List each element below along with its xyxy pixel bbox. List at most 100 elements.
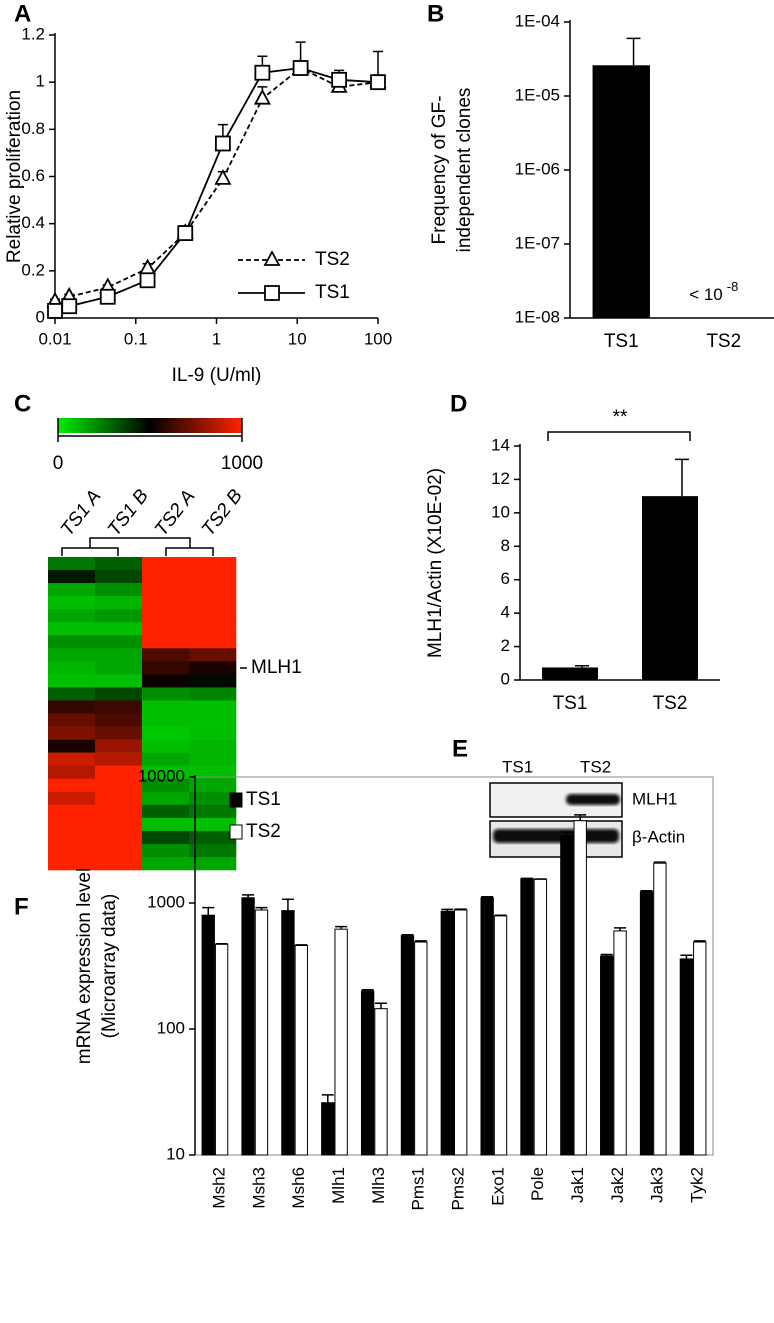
y-tick-label: 12 xyxy=(491,469,510,488)
heatmap-cell xyxy=(189,635,237,649)
y-axis-label: mRNA expression level xyxy=(74,868,95,1064)
marker xyxy=(370,74,386,91)
heatmap-cell xyxy=(189,583,237,597)
x-tick-label: Tyk2 xyxy=(688,1167,707,1203)
heatmap-cell xyxy=(95,674,143,688)
heatmap-cell xyxy=(48,674,96,688)
heatmap-cell xyxy=(48,791,96,806)
y-tick-label: 8 xyxy=(501,536,510,555)
legend-swatch xyxy=(229,824,243,840)
heatmap-cell xyxy=(95,843,143,858)
y-axis-label: Frequency of GF- xyxy=(429,96,450,245)
heatmap-cell xyxy=(142,739,190,753)
heatmap-cell xyxy=(142,700,190,714)
error-bar xyxy=(675,458,689,497)
bar xyxy=(214,943,229,1156)
heatmap-cell xyxy=(95,700,143,714)
y-tick-label: 10000 xyxy=(138,766,185,785)
bar xyxy=(374,1008,388,1156)
heatmap-cell xyxy=(189,661,237,675)
panel-label: E xyxy=(452,735,468,762)
color-bar xyxy=(58,418,242,433)
heatmap-cell xyxy=(48,739,96,753)
heatmap-cell xyxy=(48,609,96,623)
y-tick-label: 1E-05 xyxy=(515,85,560,104)
heatmap-cell xyxy=(95,765,143,780)
series-line xyxy=(54,67,379,312)
y-tick-label: 1E-07 xyxy=(515,233,560,252)
heatmap-cell xyxy=(95,817,143,832)
marker xyxy=(139,272,156,289)
heatmap-cell xyxy=(95,661,143,675)
bar xyxy=(573,820,587,1156)
y-tick-label: 14 xyxy=(491,435,510,454)
legend-marker xyxy=(264,285,280,301)
blot xyxy=(489,782,623,858)
heatmap-cell xyxy=(48,648,96,662)
x-tick-label: Exo1 xyxy=(488,1167,507,1206)
color-bar-label: 1000 xyxy=(221,453,263,474)
heatmap-cell xyxy=(142,830,190,845)
x-tick-label: 10 xyxy=(288,329,307,348)
bar xyxy=(560,835,574,1156)
heatmap-cell xyxy=(48,661,96,675)
heatmap-cell xyxy=(142,752,190,766)
heatmap-cell xyxy=(189,609,237,623)
bar xyxy=(294,944,308,1156)
color-bar-label: 0 xyxy=(53,453,64,474)
bar xyxy=(254,909,269,1156)
heatmap-cell xyxy=(48,830,96,845)
y-axis-label: independent clones xyxy=(454,88,475,253)
heatmap-cell xyxy=(95,596,143,610)
heatmap-cell xyxy=(95,557,143,571)
error-bar xyxy=(574,814,587,821)
error-bar xyxy=(614,927,627,931)
bar xyxy=(360,990,375,1156)
heatmap-cell xyxy=(48,687,96,701)
heatmap-cell xyxy=(48,726,96,740)
bar xyxy=(679,958,694,1156)
heatmap-cell xyxy=(95,830,143,845)
heatmap-cell xyxy=(189,557,237,571)
heatmap-cell xyxy=(95,635,143,649)
x-tick-label: 0.1 xyxy=(124,329,148,348)
heatmap-cell xyxy=(48,856,96,871)
marker xyxy=(47,303,63,319)
heatmap-cell xyxy=(189,726,237,740)
heatmap-cell xyxy=(48,700,96,714)
heatmap-cell xyxy=(48,557,96,571)
column-label: TS2 B xyxy=(198,485,247,540)
x-tick-label: Mlh1 xyxy=(329,1167,348,1204)
lane-label: TS2 xyxy=(580,757,611,776)
heatmap-cell xyxy=(95,713,143,727)
heatmap-cell xyxy=(142,648,190,662)
legend-marker xyxy=(263,250,281,266)
heatmap-cell xyxy=(95,687,143,701)
heatmap-cell xyxy=(95,752,143,766)
marker xyxy=(61,298,78,315)
bar xyxy=(321,1102,335,1156)
error-bar xyxy=(680,954,693,959)
heatmap-cell xyxy=(48,713,96,727)
heatmap-cell xyxy=(48,765,96,780)
heatmap-cell xyxy=(189,765,237,780)
heatmap-cell xyxy=(189,830,237,845)
heatmap-cell xyxy=(189,622,237,636)
heatmap-cell xyxy=(189,700,237,714)
x-tick-label: Jak1 xyxy=(568,1167,587,1203)
series-line xyxy=(54,66,379,303)
heatmap-cell xyxy=(142,778,190,793)
annotation: < 10 -8 xyxy=(689,279,738,304)
heatmap-cell xyxy=(189,687,237,701)
y-tick-label: 0 xyxy=(36,307,45,326)
y-tick-label: 0.4 xyxy=(21,213,45,232)
x-tick-label: Msh6 xyxy=(289,1167,308,1209)
heatmap-cell xyxy=(142,687,190,701)
heatmap-cell xyxy=(189,674,237,688)
x-tick-label: Jak2 xyxy=(608,1167,627,1203)
x-tick-label: Pole xyxy=(528,1167,547,1201)
x-tick-label: 0.01 xyxy=(38,329,71,348)
heatmap-cell xyxy=(189,856,237,871)
heatmap-cell xyxy=(95,648,143,662)
